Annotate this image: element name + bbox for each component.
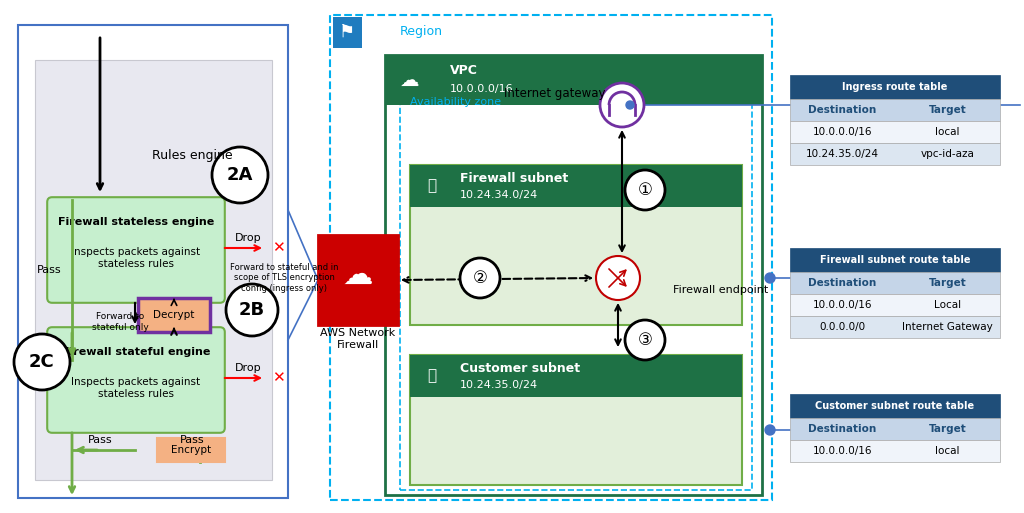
Circle shape (765, 273, 775, 283)
Text: 2C: 2C (29, 353, 55, 371)
Text: 10.0.0.0/16: 10.0.0.0/16 (813, 127, 872, 137)
Text: Availability zone: Availability zone (410, 97, 501, 107)
FancyBboxPatch shape (47, 327, 225, 433)
Text: 2A: 2A (226, 166, 253, 184)
Bar (790, 248, 1000, 272)
Bar (790, 440, 1000, 462)
Text: AWS Network
Firewall: AWS Network Firewall (321, 328, 395, 350)
Circle shape (212, 147, 268, 203)
Text: ③: ③ (638, 331, 652, 349)
Text: Inspects packets against
stateless rules: Inspects packets against stateless rules (72, 377, 201, 399)
Bar (790, 394, 1000, 418)
Text: 10.24.34.0/24: 10.24.34.0/24 (460, 190, 539, 200)
Circle shape (625, 320, 665, 360)
Bar (790, 294, 1000, 316)
Text: Drop: Drop (234, 233, 261, 243)
Text: VPC: VPC (450, 65, 478, 77)
Text: 🔒: 🔒 (427, 179, 436, 193)
Text: Destination: Destination (808, 424, 877, 434)
Text: 10.0.0.0/16: 10.0.0.0/16 (813, 446, 872, 456)
Bar (318, 235, 398, 325)
Text: Pass: Pass (37, 265, 62, 275)
Bar (385, 55, 762, 105)
Bar (790, 99, 1000, 121)
Text: Region: Region (400, 26, 443, 38)
Text: Local: Local (934, 300, 962, 310)
Bar (400, 90, 752, 490)
Bar (35, 60, 272, 480)
Bar (790, 143, 1000, 165)
Text: 0.0.0.0/0: 0.0.0.0/0 (819, 322, 865, 332)
Text: ☁: ☁ (400, 70, 420, 89)
Circle shape (625, 170, 665, 210)
Text: Target: Target (929, 424, 967, 434)
Bar (410, 355, 742, 397)
Bar (333, 17, 362, 48)
Text: vpc-id-aza: vpc-id-aza (921, 149, 975, 159)
Text: Forward to
stateful only: Forward to stateful only (91, 312, 148, 332)
Text: Firewall stateful engine: Firewall stateful engine (61, 347, 210, 357)
Text: ②: ② (472, 269, 487, 287)
Text: local: local (935, 446, 959, 456)
Text: Destination: Destination (808, 278, 877, 288)
Text: Decrypt: Decrypt (154, 310, 195, 320)
FancyBboxPatch shape (47, 197, 225, 303)
Bar (410, 165, 742, 207)
Text: 10.24.35.0/24: 10.24.35.0/24 (806, 149, 879, 159)
Bar (410, 355, 742, 485)
Text: Drop: Drop (234, 363, 261, 373)
Circle shape (596, 256, 640, 300)
Circle shape (14, 334, 70, 390)
Text: Forward to stateful and in
scope of TLS encryption
config (ingress only): Forward to stateful and in scope of TLS … (230, 263, 339, 293)
Bar (790, 316, 1000, 338)
Text: 10.0.0.0/16: 10.0.0.0/16 (450, 84, 514, 94)
Text: Inspects packets against
stateless rules: Inspects packets against stateless rules (72, 247, 201, 269)
Text: ✕: ✕ (271, 241, 285, 255)
Bar (790, 418, 1000, 440)
Text: 10.0.0.0/16: 10.0.0.0/16 (813, 300, 872, 310)
Text: Internet gateway: Internet gateway (504, 87, 606, 100)
Text: Firewall stateless engine: Firewall stateless engine (58, 217, 214, 227)
Text: ①: ① (638, 181, 652, 199)
Text: Pass: Pass (179, 435, 205, 445)
Text: Destination: Destination (808, 105, 877, 115)
Circle shape (626, 101, 634, 109)
Bar (138, 298, 210, 332)
Bar (330, 15, 772, 500)
Text: Customer subnet: Customer subnet (460, 363, 581, 376)
Bar (790, 272, 1000, 294)
Bar (18, 25, 288, 498)
Text: 2B: 2B (239, 301, 265, 319)
Text: Ingress route table: Ingress route table (843, 82, 947, 92)
Bar (385, 55, 762, 495)
Text: Pass: Pass (88, 435, 113, 445)
Circle shape (226, 284, 278, 336)
Text: Rules engine: Rules engine (152, 148, 232, 162)
Text: 🔒: 🔒 (427, 368, 436, 384)
Text: Customer subnet route table: Customer subnet route table (815, 401, 975, 411)
Text: 10.24.35.0/24: 10.24.35.0/24 (460, 380, 539, 390)
Text: ✕: ✕ (271, 370, 285, 385)
Text: Firewall subnet: Firewall subnet (460, 172, 568, 186)
Text: Target: Target (929, 105, 967, 115)
Circle shape (460, 258, 500, 298)
Text: Encrypt: Encrypt (171, 445, 211, 455)
Bar (157, 438, 225, 462)
Text: Firewall subnet route table: Firewall subnet route table (820, 255, 971, 265)
Bar (790, 121, 1000, 143)
Bar (790, 75, 1000, 99)
Text: Internet Gateway: Internet Gateway (902, 322, 993, 332)
Text: Target: Target (929, 278, 967, 288)
Bar (410, 165, 742, 325)
Circle shape (600, 83, 644, 127)
Circle shape (765, 425, 775, 435)
Text: Firewall endpoint: Firewall endpoint (673, 285, 768, 295)
Text: local: local (935, 127, 959, 137)
Text: ⚑: ⚑ (339, 23, 355, 41)
Text: ☁: ☁ (343, 261, 374, 289)
